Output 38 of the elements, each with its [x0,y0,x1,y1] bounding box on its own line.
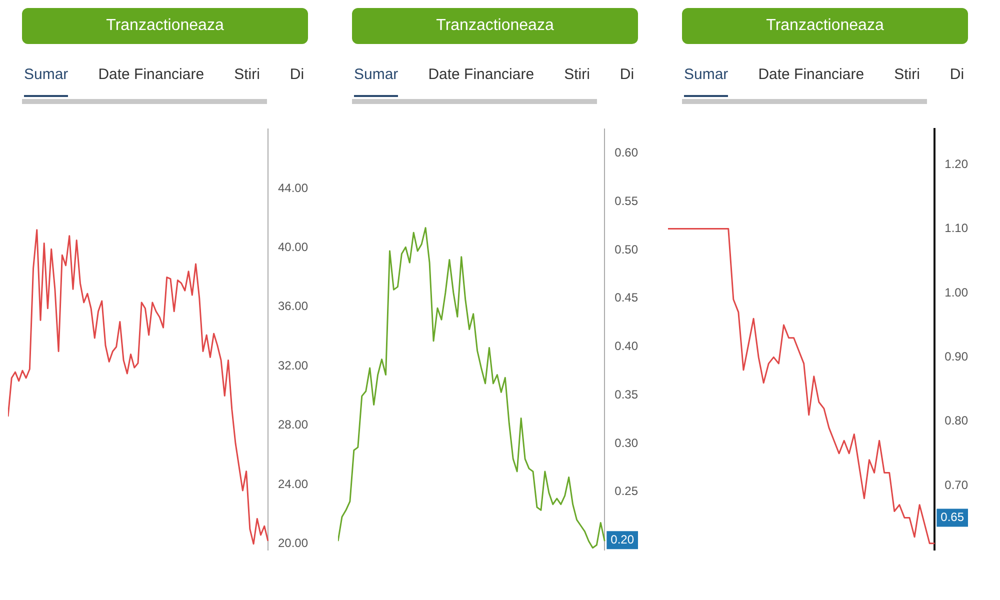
text: Tranzactioneaza [352,8,638,44]
text: Date Financiare [758,66,864,85]
y-tick-label: 1.10 [944,221,968,236]
y-tick-label: 28.00 [278,418,308,432]
text: Di [290,66,304,85]
y-tick-label: 0.55 [614,194,638,208]
text: Sumar [684,66,728,97]
y-tick-label: 44.00 [278,180,308,195]
y-tick-label: 0.90 [944,349,968,364]
y-tick-label: 20.00 [278,536,308,550]
text: Date Financiare [98,66,204,85]
y-tick-label: 40.00 [278,240,308,254]
y-tick-label: 0.70 [944,478,968,492]
text: Di [950,66,964,85]
y-tick-label: 32.00 [278,358,308,372]
y-tick-label: 0.40 [614,339,638,354]
text: Stiri [564,66,590,85]
y-tick-label: 1.20 [944,156,968,171]
text: Date Financiare [428,66,534,85]
y-tick-label: 0.30 [614,436,638,450]
text: Stiri [234,66,260,85]
y-tick-label: 24.00 [278,476,308,491]
y-tick-label: 1.00 [944,285,968,300]
text: Sumar [354,66,398,97]
y-tick-label: 0.80 [944,414,968,428]
text: Tranzactioneaza [682,8,968,44]
text: Tranzactioneaza [22,8,308,44]
text: Di [620,66,634,85]
y-tick-label: 0.35 [614,387,638,402]
y-tick-label: 0.50 [614,242,638,256]
annotation: 0.65 [940,510,964,524]
y-tick-label: 36.00 [278,299,308,314]
annotation: 0.20 [610,532,634,546]
y-tick-label: 0.25 [614,484,638,498]
y-tick-label: 0.45 [614,290,638,305]
text: Stiri [894,66,920,85]
text: Sumar [24,66,68,97]
y-tick-label: 0.60 [614,146,638,160]
